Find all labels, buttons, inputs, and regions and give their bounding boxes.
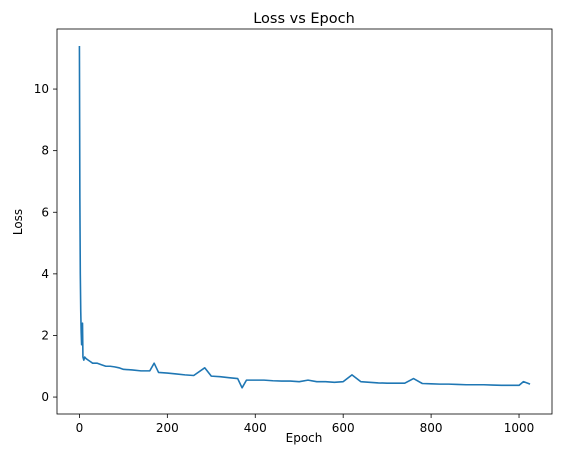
x-tick-label: 1000 xyxy=(504,421,535,435)
loss-series-line xyxy=(78,45,531,389)
y-tick-label: 0 xyxy=(41,390,49,404)
y-tick-label: 6 xyxy=(41,205,49,219)
chart-title: Loss vs Epoch xyxy=(253,11,355,27)
x-tick-label: 0 xyxy=(76,421,84,435)
x-tick-label: 600 xyxy=(332,421,355,435)
x-axis-label: Epoch xyxy=(286,431,323,445)
plot-area xyxy=(56,28,553,415)
x-tick-label: 400 xyxy=(244,421,267,435)
y-tick-label: 2 xyxy=(41,328,49,342)
x-tick-label: 200 xyxy=(156,421,179,435)
y-tick-label: 10 xyxy=(34,82,49,96)
y-axis-ticks: 0 2 4 6 8 10 xyxy=(34,82,57,404)
plot-frame xyxy=(56,28,553,415)
x-tick-label: 800 xyxy=(420,421,443,435)
y-tick-label: 8 xyxy=(41,144,49,158)
y-axis-label: Loss xyxy=(11,209,25,235)
x-axis-ticks: 0 200 400 600 800 1000 xyxy=(76,414,535,435)
y-tick-label: 4 xyxy=(41,267,49,281)
